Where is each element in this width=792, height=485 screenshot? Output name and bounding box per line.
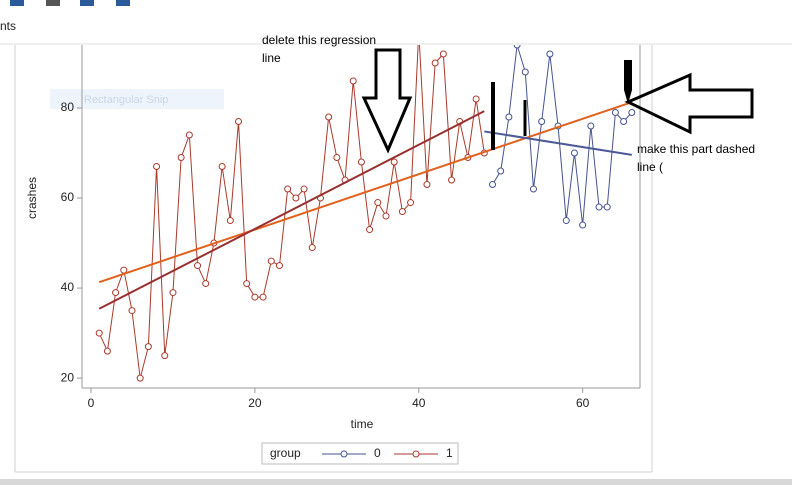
annotation: make this part dashed	[637, 142, 755, 156]
toolbar-icon[interactable]	[80, 0, 94, 6]
point	[194, 262, 202, 270]
point	[374, 199, 382, 207]
point	[275, 262, 283, 270]
y-tick-label: 80	[61, 100, 75, 114]
point	[251, 293, 259, 301]
point	[144, 343, 152, 351]
point	[497, 167, 505, 175]
point	[628, 109, 636, 117]
point	[489, 181, 497, 189]
point	[292, 194, 300, 202]
point	[513, 45, 521, 49]
point	[546, 50, 554, 58]
legend-marker	[412, 450, 420, 458]
toolbar-icon[interactable]	[46, 0, 60, 6]
point	[308, 244, 316, 252]
point	[103, 347, 111, 355]
point	[185, 131, 193, 139]
y-tick-label: 20	[61, 370, 75, 384]
arrow-down	[361, 48, 413, 154]
point	[128, 307, 136, 315]
point	[235, 118, 243, 126]
point	[357, 158, 365, 166]
point	[177, 154, 185, 162]
point	[202, 280, 210, 288]
snip-label: Rectangular Snip	[84, 94, 168, 106]
regression-line	[98, 101, 633, 284]
point	[595, 203, 603, 211]
point	[587, 122, 595, 130]
point	[136, 374, 144, 382]
x-tick-label: 40	[412, 396, 426, 410]
point	[267, 257, 275, 265]
arrow-left	[624, 72, 754, 135]
marker-stroke	[624, 60, 632, 104]
series-line	[492, 45, 633, 226]
point	[603, 203, 611, 211]
point	[407, 199, 415, 207]
tab-label: nts	[0, 19, 16, 33]
toolbar-icon[interactable]	[10, 0, 24, 6]
point	[95, 329, 103, 337]
point	[153, 163, 161, 171]
point	[218, 163, 226, 171]
point	[423, 181, 431, 189]
plot-area	[95, 45, 636, 382]
point	[284, 185, 292, 193]
point	[169, 289, 177, 297]
point	[570, 149, 578, 157]
x-tick-label: 60	[576, 396, 590, 410]
point	[529, 185, 537, 193]
point	[161, 352, 169, 360]
point	[226, 217, 234, 225]
point	[448, 176, 456, 184]
point	[398, 208, 406, 216]
point	[521, 68, 529, 76]
annotation: delete this regression	[262, 33, 376, 47]
point	[390, 158, 398, 166]
y-tick-label: 60	[61, 190, 75, 204]
point	[505, 113, 513, 121]
point	[472, 95, 480, 103]
y-axis-label: crashes	[25, 177, 39, 219]
x-tick-label: 20	[248, 396, 262, 410]
point	[562, 217, 570, 225]
point	[431, 59, 439, 67]
legend-marker	[340, 450, 348, 458]
regression-line	[484, 130, 632, 156]
legend-title: group	[270, 446, 301, 460]
snip-overlay	[50, 89, 224, 109]
regression-line	[98, 110, 485, 310]
point	[259, 293, 267, 301]
point	[382, 212, 390, 220]
point	[300, 185, 308, 193]
legend-label: 0	[374, 446, 381, 460]
series-line	[98, 45, 485, 379]
point	[366, 226, 374, 234]
scrollbar[interactable]	[0, 479, 792, 485]
legend-label: 1	[446, 446, 453, 460]
point	[538, 118, 546, 126]
point	[349, 77, 357, 85]
point	[439, 50, 447, 58]
point	[243, 280, 251, 288]
x-tick-label: 0	[88, 396, 95, 410]
y-tick-label: 40	[61, 280, 75, 294]
annotation: line (	[637, 160, 663, 174]
x-axis-label: time	[351, 417, 374, 431]
point	[579, 221, 587, 229]
point	[325, 113, 333, 121]
toolbar-icon[interactable]	[116, 0, 130, 6]
point	[333, 154, 341, 162]
point	[112, 289, 120, 297]
point	[611, 109, 619, 117]
annotation: line	[262, 51, 281, 65]
point	[620, 118, 628, 126]
